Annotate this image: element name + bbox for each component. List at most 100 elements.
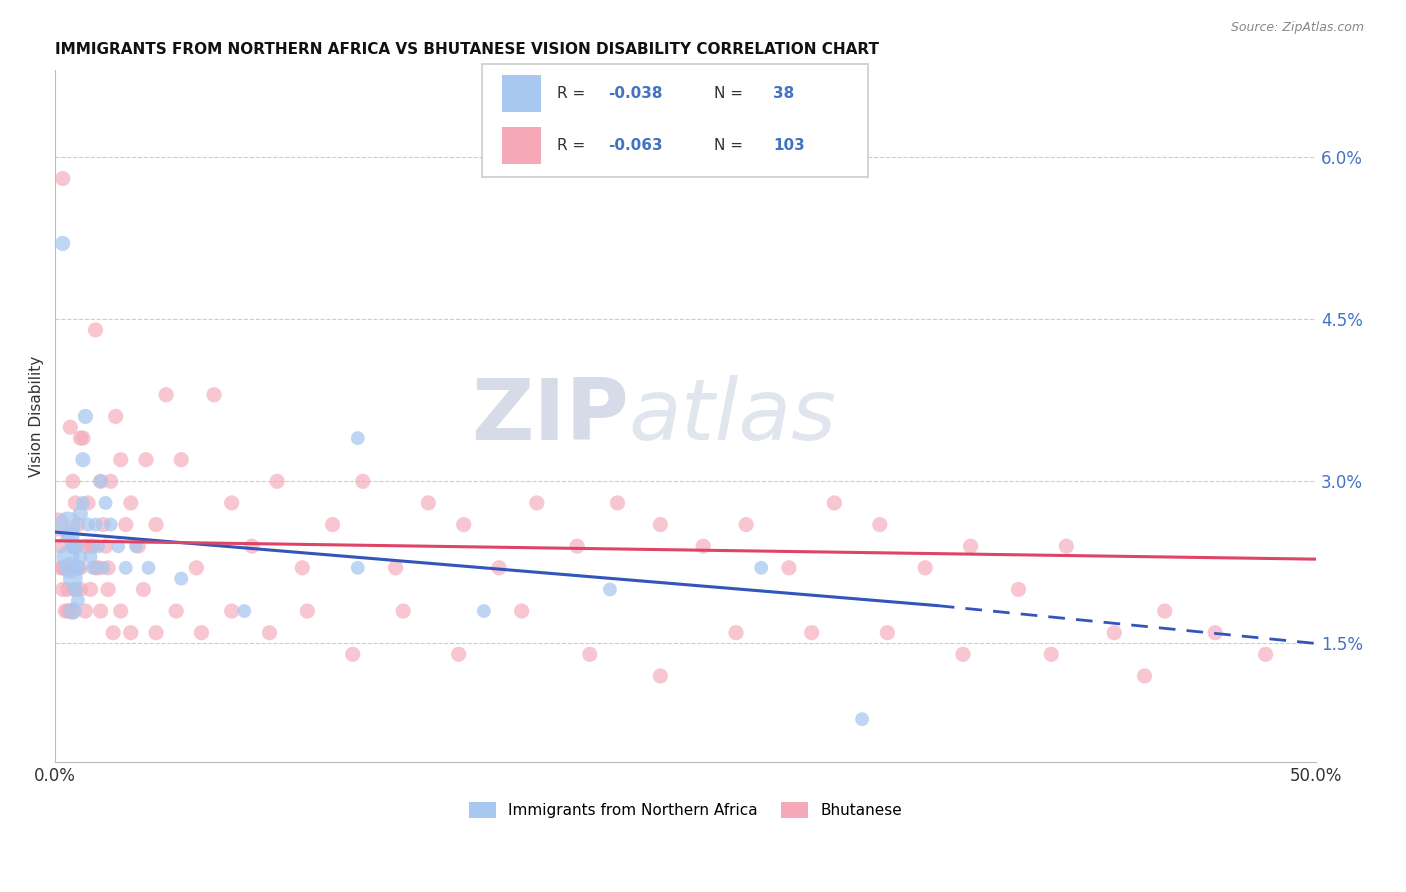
Text: R =: R = (557, 87, 591, 102)
Point (749, 561, 772, 575)
Point (1007, 582, 1029, 597)
Point (52, 561, 75, 575)
Point (77, 517, 100, 532)
Point (127, 539, 149, 553)
Point (578, 648, 600, 662)
Point (72, 452, 94, 467)
Point (65, 539, 87, 553)
Text: atlas: atlas (628, 375, 837, 458)
Point (1153, 604, 1175, 618)
Point (291, 561, 314, 575)
Point (62, 604, 84, 618)
Point (69, 507, 91, 521)
Point (59, 561, 82, 575)
Point (297, 604, 319, 618)
Point (823, 496, 845, 510)
Point (155, 388, 177, 402)
Point (77, 496, 100, 510)
Text: -0.063: -0.063 (607, 138, 662, 153)
Bar (502, 75, 541, 112)
Point (97, 582, 120, 597)
Point (65, 539, 87, 553)
Point (65, 496, 87, 510)
Point (53, 561, 76, 575)
Legend: Immigrants from Northern Africa, Bhutanese: Immigrants from Northern Africa, Bhutane… (463, 796, 908, 824)
Point (59, 420, 82, 434)
Text: -0.038: -0.038 (607, 87, 662, 102)
Point (62, 604, 84, 618)
Point (170, 452, 193, 467)
Point (453, 517, 475, 532)
Point (62, 475, 84, 489)
Point (91, 561, 114, 575)
Point (342, 648, 364, 662)
Text: N =: N = (714, 138, 744, 153)
Point (914, 561, 936, 575)
Point (62, 539, 84, 553)
Point (56, 604, 79, 618)
Point (66, 561, 89, 575)
Point (100, 475, 122, 489)
Point (56, 517, 79, 532)
Point (84, 323, 107, 337)
Point (145, 625, 167, 640)
Point (1133, 669, 1156, 683)
Point (1104, 625, 1126, 640)
Point (114, 517, 136, 532)
Point (66, 561, 89, 575)
Point (69, 561, 91, 575)
Text: N =: N = (714, 87, 744, 102)
Point (100, 517, 122, 532)
Point (94, 496, 117, 510)
Point (84, 517, 107, 532)
Point (49, 539, 72, 553)
Point (352, 475, 374, 489)
Point (66, 517, 89, 532)
Point (138, 561, 160, 575)
Point (52, 171, 75, 186)
Point (59, 561, 82, 575)
Point (384, 561, 406, 575)
Point (82, 561, 104, 575)
Point (952, 648, 974, 662)
Point (472, 604, 495, 618)
Point (75, 409, 97, 424)
Point (97, 561, 120, 575)
Point (1254, 648, 1277, 662)
Point (526, 496, 548, 510)
Point (778, 561, 800, 575)
Point (120, 496, 142, 510)
Bar (502, 128, 541, 164)
Point (56, 582, 79, 597)
Point (221, 496, 243, 510)
Point (114, 561, 136, 575)
Point (79, 582, 101, 597)
Point (79, 539, 101, 553)
Point (46, 517, 69, 532)
Point (56, 528, 79, 542)
Point (104, 409, 127, 424)
Point (94, 539, 117, 553)
Point (59, 528, 82, 542)
Point (447, 648, 470, 662)
Text: IMMIGRANTS FROM NORTHERN AFRICA VS BHUTANESE VISION DISABILITY CORRELATION CHART: IMMIGRANTS FROM NORTHERN AFRICA VS BHUTA… (55, 42, 879, 57)
Point (202, 388, 225, 402)
Point (69, 431, 91, 445)
Point (186, 561, 208, 575)
Point (90, 604, 112, 618)
Point (851, 712, 873, 726)
Point (565, 539, 588, 553)
Point (800, 625, 823, 640)
Point (190, 625, 212, 640)
Point (82, 539, 104, 553)
Text: ZIP: ZIP (471, 375, 628, 458)
Point (75, 604, 97, 618)
Point (233, 604, 256, 618)
Point (650, 517, 672, 532)
Point (1054, 539, 1077, 553)
Point (90, 475, 112, 489)
Point (392, 604, 415, 618)
Point (165, 604, 187, 618)
Point (56, 549, 79, 564)
Y-axis label: Vision Disability: Vision Disability (30, 356, 44, 477)
